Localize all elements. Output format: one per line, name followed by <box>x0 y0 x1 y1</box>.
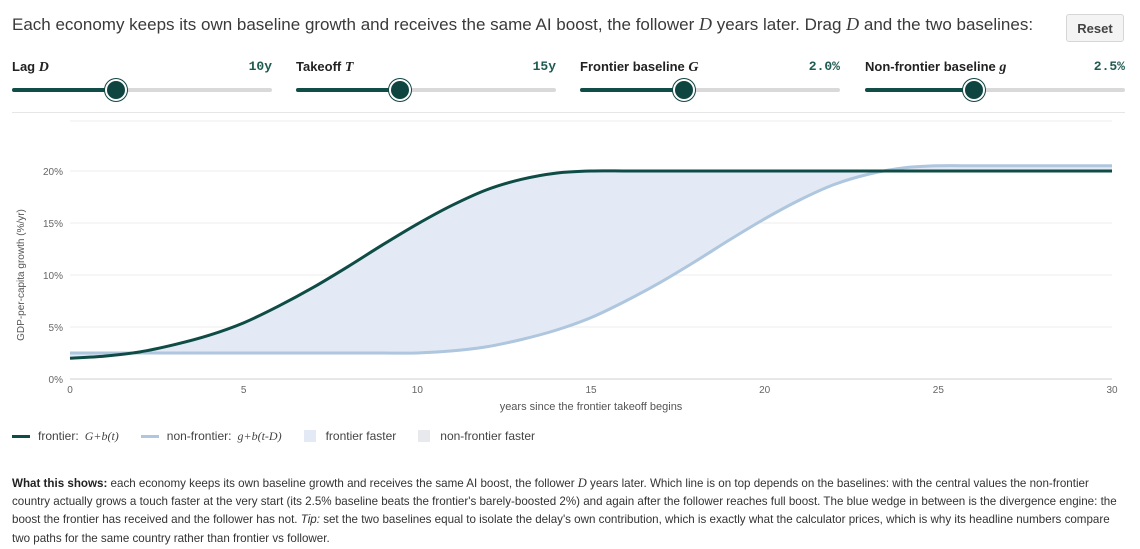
takeoff-slider-label: Takeoff T <box>296 59 354 75</box>
frontier-baseline-slider-value: 2.0% <box>808 59 840 74</box>
y-tick-label: 20% <box>43 167 63 178</box>
explanation-tip: Tip: <box>300 513 320 527</box>
nonfrontier-baseline-slider-label: Non-frontier baseline g <box>865 59 1007 75</box>
reset-button[interactable]: Reset <box>1066 14 1124 42</box>
legend-nonfrontier-faster: non-frontier faster <box>418 429 535 443</box>
explanation-part-1: each economy keeps its own baseline grow… <box>107 477 578 490</box>
x-tick-label: 10 <box>412 385 424 396</box>
frontier-faster-area <box>70 165 1112 359</box>
explanation-part-3: set the two baselines equal to isolate t… <box>12 513 1110 545</box>
nonfrontier-series-line <box>70 164 1112 355</box>
intro-part-1: Each economy keeps its own baseline grow… <box>12 15 699 34</box>
nonfrontier-baseline-slider[interactable] <box>865 81 1125 99</box>
frontier-baseline-slider-label: Frontier baseline G <box>580 59 699 75</box>
explanation-text: What this shows: each economy keeps its … <box>12 474 1130 548</box>
x-tick-label: 25 <box>933 385 945 396</box>
x-tick-label: 15 <box>585 385 597 396</box>
frontier-baseline-slider[interactable] <box>580 81 840 99</box>
x-tick-label: 30 <box>1106 385 1118 396</box>
lag-slider-value: 10y <box>248 59 272 74</box>
legend-nonfrontier-faster-label: non-frontier faster <box>440 429 535 443</box>
lag-slider-control: Lag D 10y <box>12 57 272 99</box>
y-tick-label: 10% <box>43 271 63 282</box>
frontier-baseline-slider-fill <box>580 88 684 92</box>
x-tick-label: 20 <box>759 385 771 396</box>
intro-lag-symbol: D <box>699 14 712 34</box>
x-axis-label: years since the frontier takeoff begins <box>500 401 683 413</box>
frontier-baseline-slider-control: Frontier baseline G 2.0% <box>580 57 840 99</box>
intro-text: Each economy keeps its own baseline grow… <box>12 14 1033 35</box>
takeoff-slider-control: Takeoff T 15y <box>296 57 556 99</box>
legend-nonfrontier-formula: g+b(t-D) <box>237 428 282 443</box>
section-divider <box>12 112 1125 113</box>
lag-slider-fill <box>12 88 116 92</box>
explanation-part-2: years later. Which line is on top depend… <box>12 477 1117 527</box>
explanation-lag-symbol: D <box>577 476 587 490</box>
intro-part-2: years later. Drag <box>712 15 847 34</box>
nonfrontier-baseline-slider-control: Non-frontier baseline g 2.5% <box>865 57 1125 99</box>
nonfrontier-baseline-slider-value: 2.5% <box>1093 59 1125 74</box>
x-tick-label: 5 <box>241 385 247 396</box>
nonfrontier-baseline-slider-handle[interactable] <box>965 81 984 99</box>
chart-legend: frontier: G+b(t) non-frontier: g+b(t-D) … <box>12 428 557 444</box>
chart-tick-labels: 0% 5% 10% 15% 20% 0 5 10 15 20 25 30 <box>43 167 1118 396</box>
nonfrontier-baseline-slider-fill <box>865 88 975 92</box>
legend-nonfrontier: non-frontier: g+b(t-D) <box>140 428 282 444</box>
takeoff-slider-fill <box>296 88 400 92</box>
legend-frontier-faster: frontier faster <box>303 429 397 443</box>
y-tick-label: 0% <box>49 375 64 386</box>
frontier-series-line <box>69 169 1112 360</box>
lag-slider-handle[interactable] <box>107 81 125 99</box>
takeoff-slider-value: 15y <box>532 59 556 74</box>
lag-slider[interactable] <box>12 81 272 99</box>
legend-frontier-formula: G+b(t) <box>84 428 119 443</box>
y-tick-label: 15% <box>43 219 63 230</box>
nonfrontier-faster-swatch <box>418 430 431 442</box>
x-tick-label: 0 <box>67 385 73 396</box>
frontier-faster-swatch <box>303 430 316 442</box>
y-axis-label: GDP-per-capita growth (%/yr) <box>16 209 27 341</box>
takeoff-slider[interactable] <box>296 81 556 99</box>
explanation-lead: What this shows: <box>12 477 108 490</box>
y-tick-label: 5% <box>49 323 64 334</box>
nonfrontier-swatch <box>140 434 159 438</box>
takeoff-slider-handle[interactable] <box>391 81 409 99</box>
frontier-swatch <box>12 434 30 438</box>
intro-part-3: and the two baselines: <box>859 15 1034 34</box>
lag-slider-label: Lag D <box>12 59 49 75</box>
legend-frontier-faster-label: frontier faster <box>325 429 397 443</box>
legend-frontier: frontier: G+b(t) <box>12 429 119 444</box>
frontier-baseline-slider-handle[interactable] <box>675 81 693 99</box>
legend-nonfrontier-label: non-frontier: <box>166 429 232 443</box>
intro-lag-symbol-2: D <box>846 14 860 34</box>
legend-frontier-label: frontier: <box>38 429 79 443</box>
